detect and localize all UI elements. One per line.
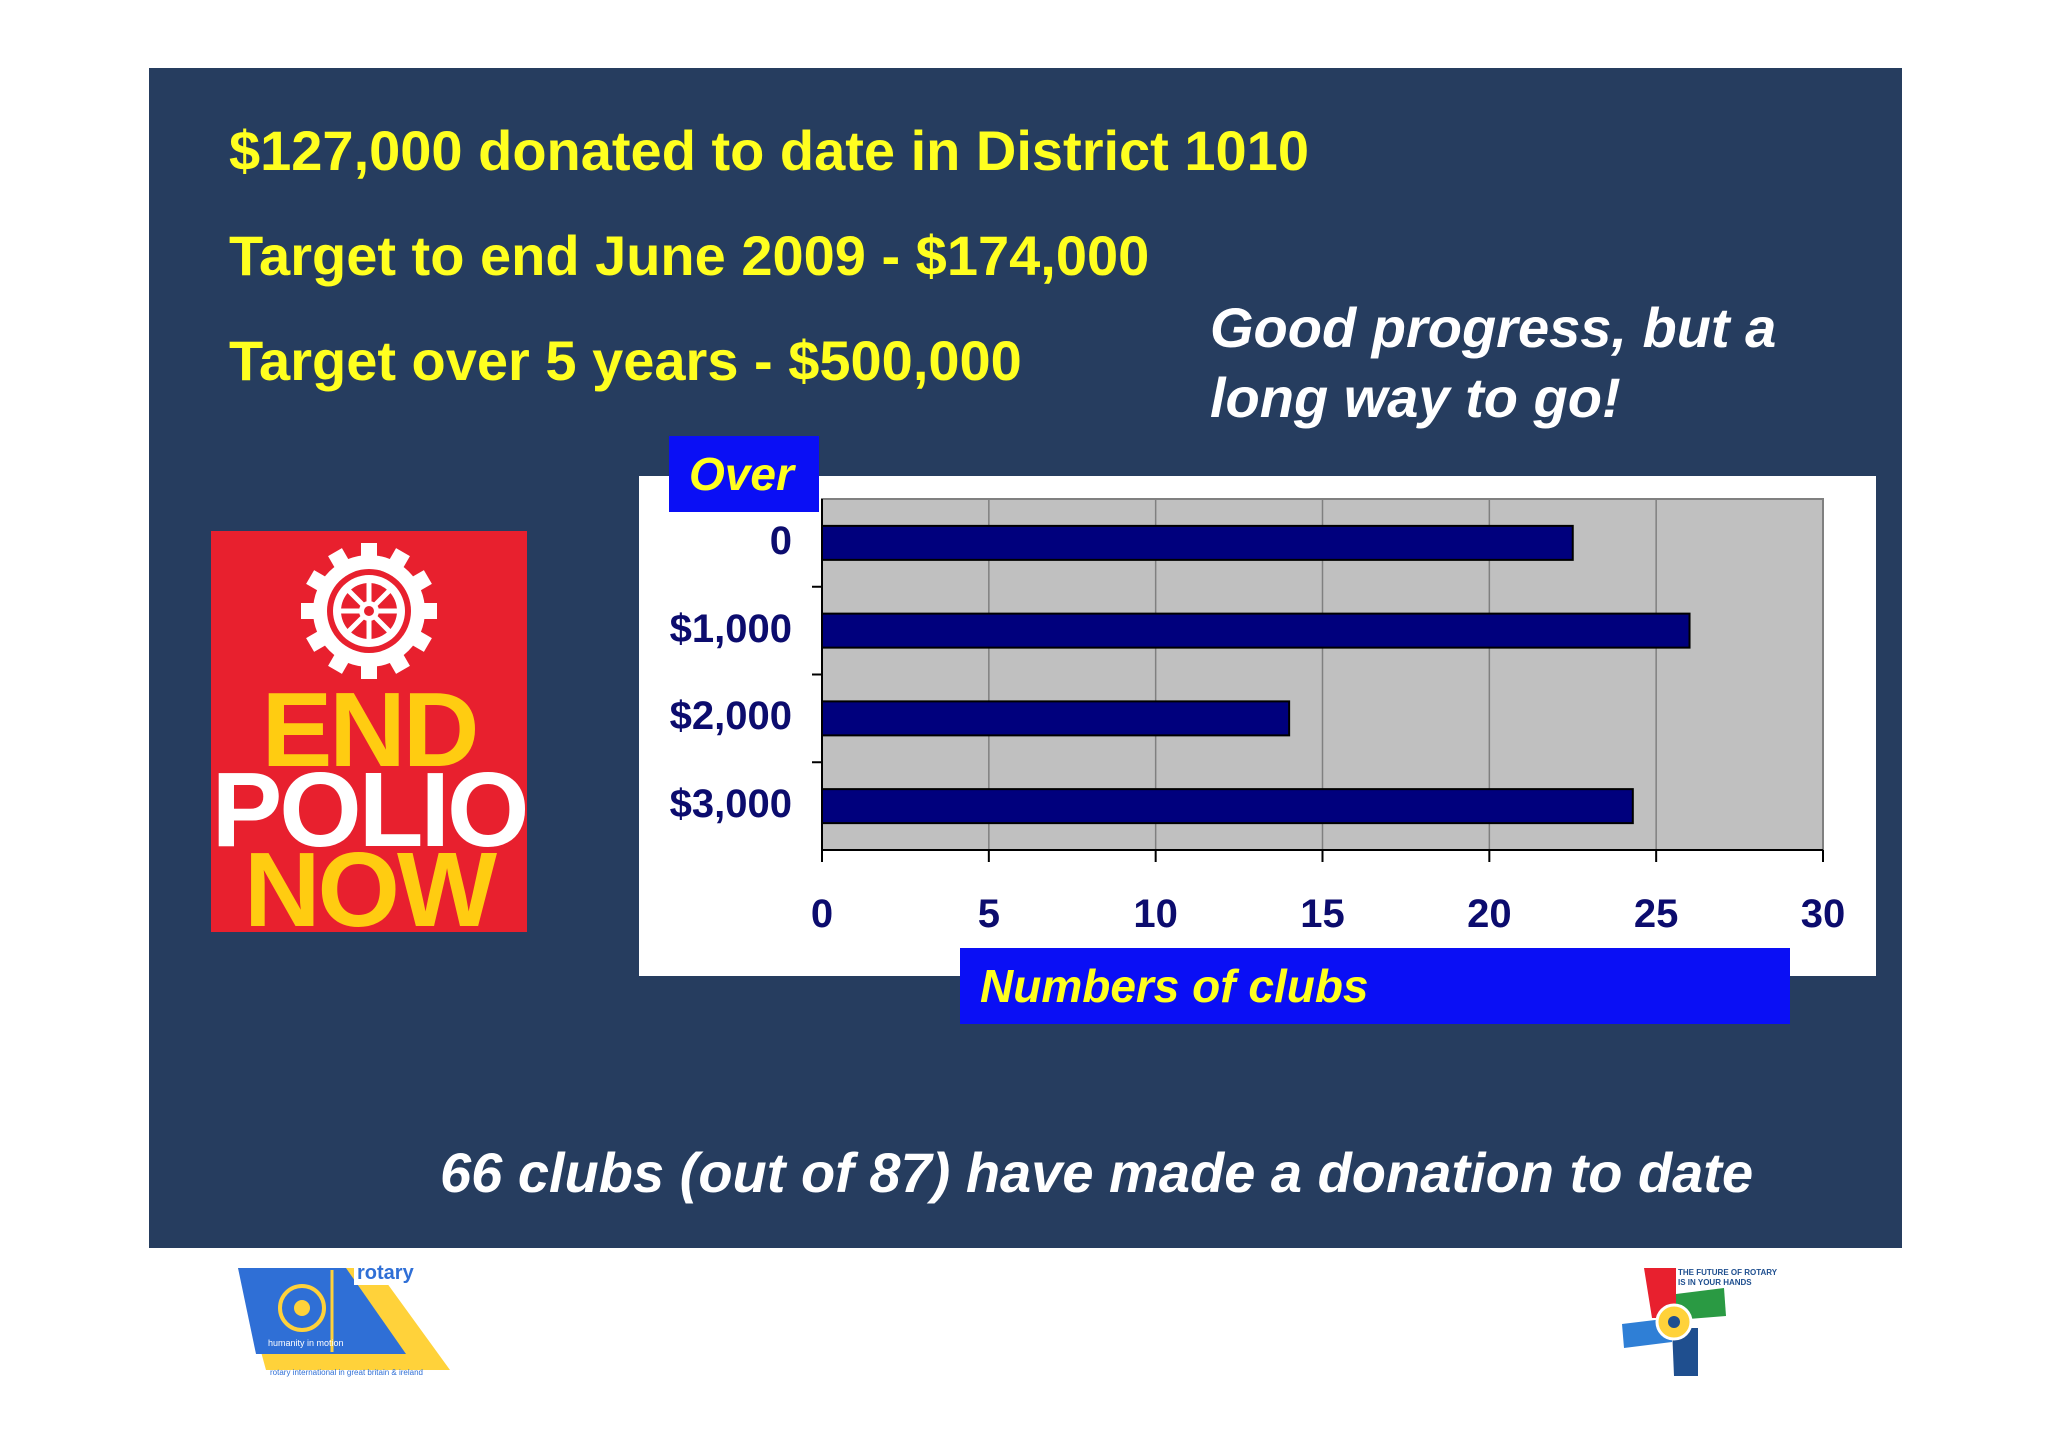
future-of-rotary-logo: THE FUTURE OF ROTARY IS IN YOUR HANDS: [1614, 1258, 1794, 1383]
progress-note-line1: Good progress, but a: [1210, 296, 1777, 359]
x-tick-label: 30: [1800, 892, 1846, 936]
y-tick-label: $3,000: [669, 782, 792, 827]
bar-0: [821, 524, 1574, 561]
logo-word-polio: POLIO: [211, 751, 527, 869]
x-tick-label: 0: [810, 892, 834, 936]
y-axis-title: Over: [669, 436, 819, 512]
headline-target-june: Target to end June 2009 - $174,000: [229, 224, 1150, 287]
headline-target-5yrs: Target over 5 years - $500,000: [229, 329, 1022, 392]
bar-1: [821, 612, 1691, 649]
y-tick-label: $2,000: [669, 694, 792, 739]
rotary-tagline: humanity in motion: [268, 1338, 344, 1348]
rotary-gb-logo: rotary humanity in motion rotary interna…: [236, 1262, 456, 1382]
progress-note: Good progress, but a long way to go!: [1210, 293, 1870, 433]
rotary-brand-word: rotary: [354, 1262, 417, 1285]
rotary-wheel-icon: [301, 543, 437, 679]
x-tick-label: 20: [1467, 892, 1512, 936]
future-line1: THE FUTURE OF ROTARY: [1678, 1268, 1778, 1277]
rotary-gb-badge-icon: [238, 1268, 450, 1370]
x-axis-title: Numbers of clubs: [960, 948, 1790, 1024]
headline-donated: $127,000 donated to date in District 101…: [229, 119, 1309, 182]
end-polio-now-logo: END POLIO NOW: [211, 531, 527, 932]
bar-3: [821, 788, 1634, 825]
x-tick-label: 25: [1633, 892, 1679, 936]
future-line2: IS IN YOUR HANDS: [1678, 1278, 1752, 1287]
x-tick-label: 10: [1133, 892, 1178, 936]
footer-summary: 66 clubs (out of 87) have made a donatio…: [440, 1141, 1754, 1204]
x-tick-label: 5: [977, 892, 1000, 936]
logo-word-now: NOW: [243, 831, 497, 932]
progress-note-line2: long way to go!: [1210, 366, 1621, 429]
bar-2: [821, 700, 1291, 737]
x-tick-label: 15: [1300, 892, 1345, 936]
rotary-org-line: rotary international in great britain & …: [270, 1368, 423, 1377]
logo-word-end: END: [261, 671, 480, 789]
hands-emblem-icon: [1622, 1268, 1726, 1376]
y-tick-label: 0: [769, 518, 792, 563]
y-tick-label: $1,000: [669, 606, 792, 651]
